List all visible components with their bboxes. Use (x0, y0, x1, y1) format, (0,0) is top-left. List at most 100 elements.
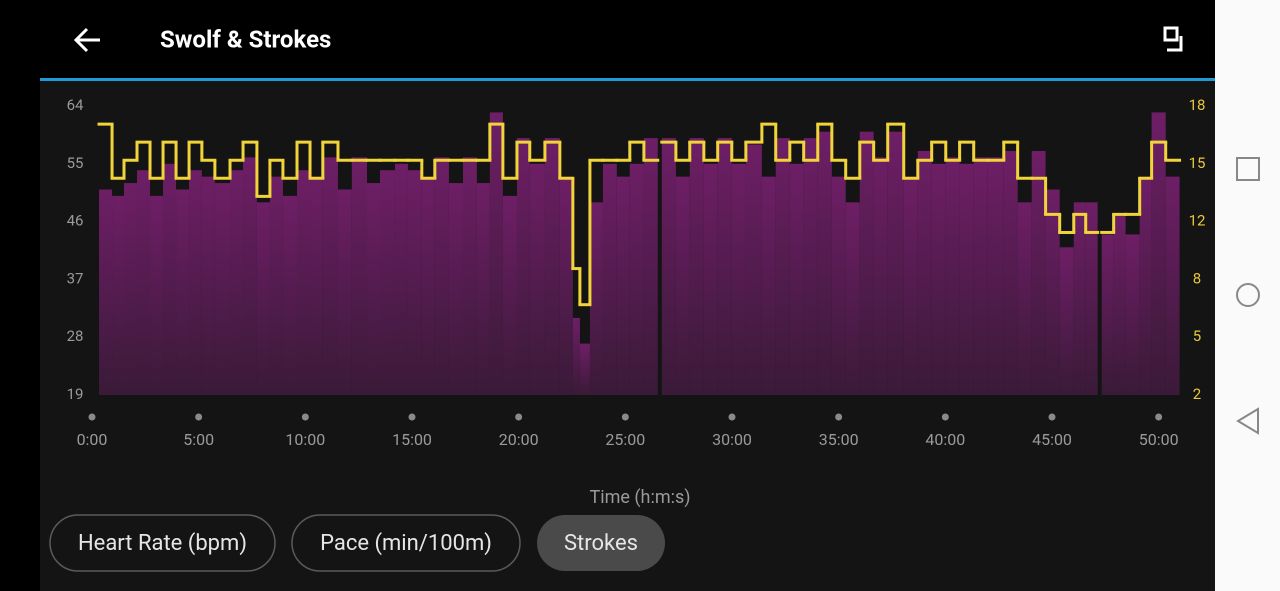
x-tick-label: 15:00 (392, 430, 432, 449)
swolf-bar (1165, 176, 1180, 395)
swolf-bar (887, 131, 904, 395)
swolf-bar (1059, 247, 1074, 395)
left-strip (0, 0, 40, 591)
y-tick-label: 19 (67, 385, 84, 403)
y2-tick-label: 15 (1189, 154, 1206, 172)
swolf-bar (1113, 215, 1126, 395)
tab-label: Strokes (564, 531, 638, 556)
x-tick-dot (195, 413, 203, 421)
y2-tick-label: 8 (1193, 269, 1201, 287)
swolf-bar (859, 131, 874, 395)
swolf-bar (489, 112, 503, 395)
swolf-bar (1151, 112, 1166, 395)
swolf-bar (973, 157, 988, 395)
swolf-bar (917, 150, 932, 395)
y-tick-label: 28 (67, 327, 84, 345)
swolf-bar (1073, 202, 1086, 395)
y2-tick-label: 5 (1193, 327, 1201, 345)
tabs: Heart Rate (bpm) Pace (min/100m) Strokes (49, 514, 665, 572)
swolf-bar (987, 157, 1004, 395)
swolf-bar (931, 163, 946, 395)
swolf-bar (1031, 150, 1046, 395)
back-button[interactable] (73, 27, 100, 53)
x-tick-dot (941, 413, 949, 421)
toolbar (40, 0, 1215, 78)
y2-tick-label: 2 (1193, 385, 1201, 403)
tab-label: Pace (min/100m) (320, 531, 492, 556)
swolf-bar (903, 176, 918, 395)
swolf-bar (1017, 202, 1032, 395)
swolf-bar (589, 202, 603, 395)
swolf-bar (629, 163, 644, 395)
swolf-bar (256, 202, 270, 395)
swolf-bar (675, 176, 690, 395)
x-tick-label: 0:00 (77, 430, 108, 449)
y2-tick-label: 18 (1189, 96, 1206, 114)
swolf-bar (572, 317, 580, 395)
swolf-bar (163, 163, 177, 395)
y-tick-label: 46 (67, 212, 84, 230)
swolf-bar (337, 189, 352, 395)
swolf-bar (476, 183, 490, 395)
x-tick-label: 35:00 (819, 430, 859, 449)
swolf-bar (1139, 176, 1152, 395)
swolf-bar (831, 176, 846, 395)
swolf-bar (745, 144, 762, 395)
swolf-bar (189, 170, 202, 395)
swolf-bar (150, 195, 164, 395)
swolf-bar (529, 163, 545, 395)
swolf-bar (366, 183, 380, 395)
back-nav-button[interactable] (1236, 407, 1259, 435)
swolf-bar (803, 138, 818, 395)
swolf-bar (845, 202, 860, 395)
x-tick-dot (1155, 413, 1163, 421)
tab-button[interactable] (537, 515, 665, 571)
swolf-bar (544, 138, 560, 395)
x-tick-label: 20:00 (499, 430, 539, 449)
swolf-bar (176, 189, 190, 395)
tab-button[interactable] (291, 514, 521, 572)
x-tick-label: 40:00 (925, 430, 965, 449)
swolf-bar (516, 138, 530, 395)
x-tick-label: 45:00 (1032, 430, 1072, 449)
x-tick-label: 10:00 (285, 430, 325, 449)
y-tick-label: 55 (67, 154, 84, 172)
swolf-bar (1045, 189, 1060, 395)
y-tick-label: 37 (67, 269, 84, 287)
swolf-bar (421, 176, 435, 395)
x-tick-label: 30:00 (712, 430, 752, 449)
x-tick-label: 25:00 (605, 430, 645, 449)
recents-button[interactable] (1236, 157, 1260, 181)
x-tick-dot (408, 413, 416, 421)
swolf-bar (297, 170, 311, 395)
swolf-bar (1003, 150, 1018, 395)
swolf-bar (269, 176, 283, 395)
swolf-bar (448, 183, 463, 395)
x-tick-dot (301, 413, 309, 421)
x-axis-label: Time (h:m:s) (589, 487, 690, 508)
home-button[interactable] (1236, 283, 1260, 307)
x-tick-dot (1048, 413, 1056, 421)
x-tick-dot (621, 413, 629, 421)
swolf-bar (434, 157, 449, 395)
swolf-bar (282, 195, 298, 395)
swolf-bar (643, 138, 658, 395)
swolf-bar (959, 163, 974, 395)
swolf-bar (945, 157, 960, 395)
swolf-bar (322, 157, 338, 395)
x-tick-dot (835, 413, 843, 421)
swolf-bar (201, 176, 215, 395)
x-tick-dot (88, 413, 96, 421)
swolf-bar (230, 170, 244, 395)
fullscreen-button[interactable] (1163, 26, 1183, 52)
swolf-bar (99, 189, 113, 395)
tab-button[interactable] (49, 514, 276, 572)
swolf-bar (689, 138, 704, 395)
swolf-bar (112, 195, 124, 395)
screen-title: Swolf & Strokes (160, 25, 331, 53)
swolf-bar (789, 163, 804, 395)
swolf-bar (380, 170, 395, 395)
x-tick-label: 50:00 (1139, 430, 1179, 449)
swolf-bar (602, 163, 617, 395)
swolf-bar (731, 163, 746, 395)
